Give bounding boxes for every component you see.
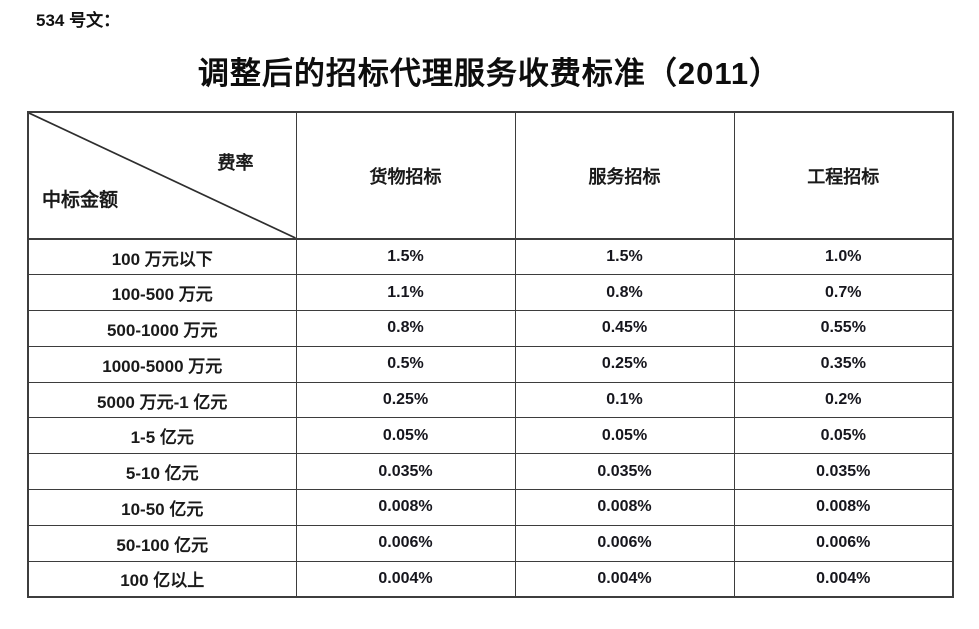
goods-rate-cell: 0.006% <box>295 524 516 562</box>
service-rate-cell: 0.1% <box>514 381 735 419</box>
corner-label-fee-rate: 费率 <box>217 153 254 173</box>
table-row: 5-10 亿元 0.035% 0.035% 0.035% <box>27 453 954 491</box>
doc-number-label: 534 号文： <box>36 11 121 30</box>
goods-rate-cell: 0.5% <box>295 345 516 383</box>
goods-rate-cell: 0.008% <box>295 489 516 526</box>
table-row: 10-50 亿元 0.008% 0.008% 0.008% <box>27 489 954 526</box>
service-rate-cell: 0.05% <box>514 417 735 455</box>
engineering-rate-cell: 0.55% <box>733 310 954 347</box>
table-header-row: 费率 中标金额 货物招标 服务招标 工程招标 <box>27 111 954 240</box>
engineering-rate-cell: 0.006% <box>733 524 954 562</box>
goods-rate-cell: 1.5% <box>295 238 516 276</box>
table-row: 1000-5000 万元 0.5% 0.25% 0.35% <box>27 345 954 383</box>
goods-rate-cell: 1.1% <box>295 274 516 312</box>
service-rate-cell: 0.45% <box>514 310 735 347</box>
page-title: 调整后的招标代理服务收费标准（2011） <box>197 56 782 91</box>
amount-cell: 100-500 万元 <box>27 274 297 312</box>
engineering-rate-cell: 1.0% <box>733 238 954 276</box>
engineering-rate-cell: 0.05% <box>733 417 954 455</box>
goods-rate-cell: 0.8% <box>295 310 516 347</box>
table-row: 5000 万元-1 亿元 0.25% 0.1% 0.2% <box>27 381 954 419</box>
column-header-service-bidding: 服务招标 <box>514 111 735 240</box>
service-rate-cell: 0.006% <box>514 524 735 562</box>
fee-rate-table: 费率 中标金额 货物招标 服务招标 工程招标 100 万元以下 1.5% 1.5… <box>27 111 954 598</box>
engineering-rate-cell: 0.35% <box>733 345 954 383</box>
table-row: 1-5 亿元 0.05% 0.05% 0.05% <box>27 417 954 455</box>
service-rate-cell: 0.035% <box>514 453 735 491</box>
amount-cell: 100 亿以上 <box>27 560 297 598</box>
amount-cell: 5000 万元-1 亿元 <box>27 381 297 419</box>
goods-rate-cell: 0.25% <box>295 381 516 419</box>
table-row: 100 万元以下 1.5% 1.5% 1.0% <box>27 238 954 276</box>
goods-rate-cell: 0.05% <box>295 417 516 455</box>
amount-cell: 50-100 亿元 <box>27 524 297 562</box>
table-row: 100 亿以上 0.004% 0.004% 0.004% <box>27 560 954 598</box>
engineering-rate-cell: 0.004% <box>733 560 954 598</box>
service-rate-cell: 0.8% <box>514 274 735 312</box>
service-rate-cell: 0.25% <box>514 345 735 383</box>
column-header-engineering-bidding: 工程招标 <box>733 111 954 240</box>
service-rate-cell: 0.004% <box>514 560 735 598</box>
diagonal-divider-line <box>29 113 296 238</box>
service-rate-cell: 1.5% <box>514 238 735 276</box>
goods-rate-cell: 0.004% <box>295 560 516 598</box>
amount-cell: 1-5 亿元 <box>27 417 297 455</box>
goods-rate-cell: 0.035% <box>295 453 516 491</box>
engineering-rate-cell: 0.7% <box>733 274 954 312</box>
engineering-rate-cell: 0.008% <box>733 489 954 526</box>
column-header-goods-bidding: 货物招标 <box>295 111 516 240</box>
table-row: 100-500 万元 1.1% 0.8% 0.7% <box>27 274 954 312</box>
amount-cell: 10-50 亿元 <box>27 489 297 526</box>
engineering-rate-cell: 0.035% <box>733 453 954 491</box>
amount-cell: 5-10 亿元 <box>27 453 297 491</box>
diagonal-corner-cell: 费率 中标金额 <box>27 111 297 240</box>
engineering-rate-cell: 0.2% <box>733 381 954 419</box>
service-rate-cell: 0.008% <box>514 489 735 526</box>
table-row: 500-1000 万元 0.8% 0.45% 0.55% <box>27 310 954 347</box>
amount-cell: 1000-5000 万元 <box>27 345 297 383</box>
table-row: 50-100 亿元 0.006% 0.006% 0.006% <box>27 524 954 562</box>
amount-cell: 100 万元以下 <box>27 238 297 276</box>
amount-cell: 500-1000 万元 <box>27 310 297 347</box>
corner-label-bid-amount: 中标金额 <box>42 190 119 211</box>
